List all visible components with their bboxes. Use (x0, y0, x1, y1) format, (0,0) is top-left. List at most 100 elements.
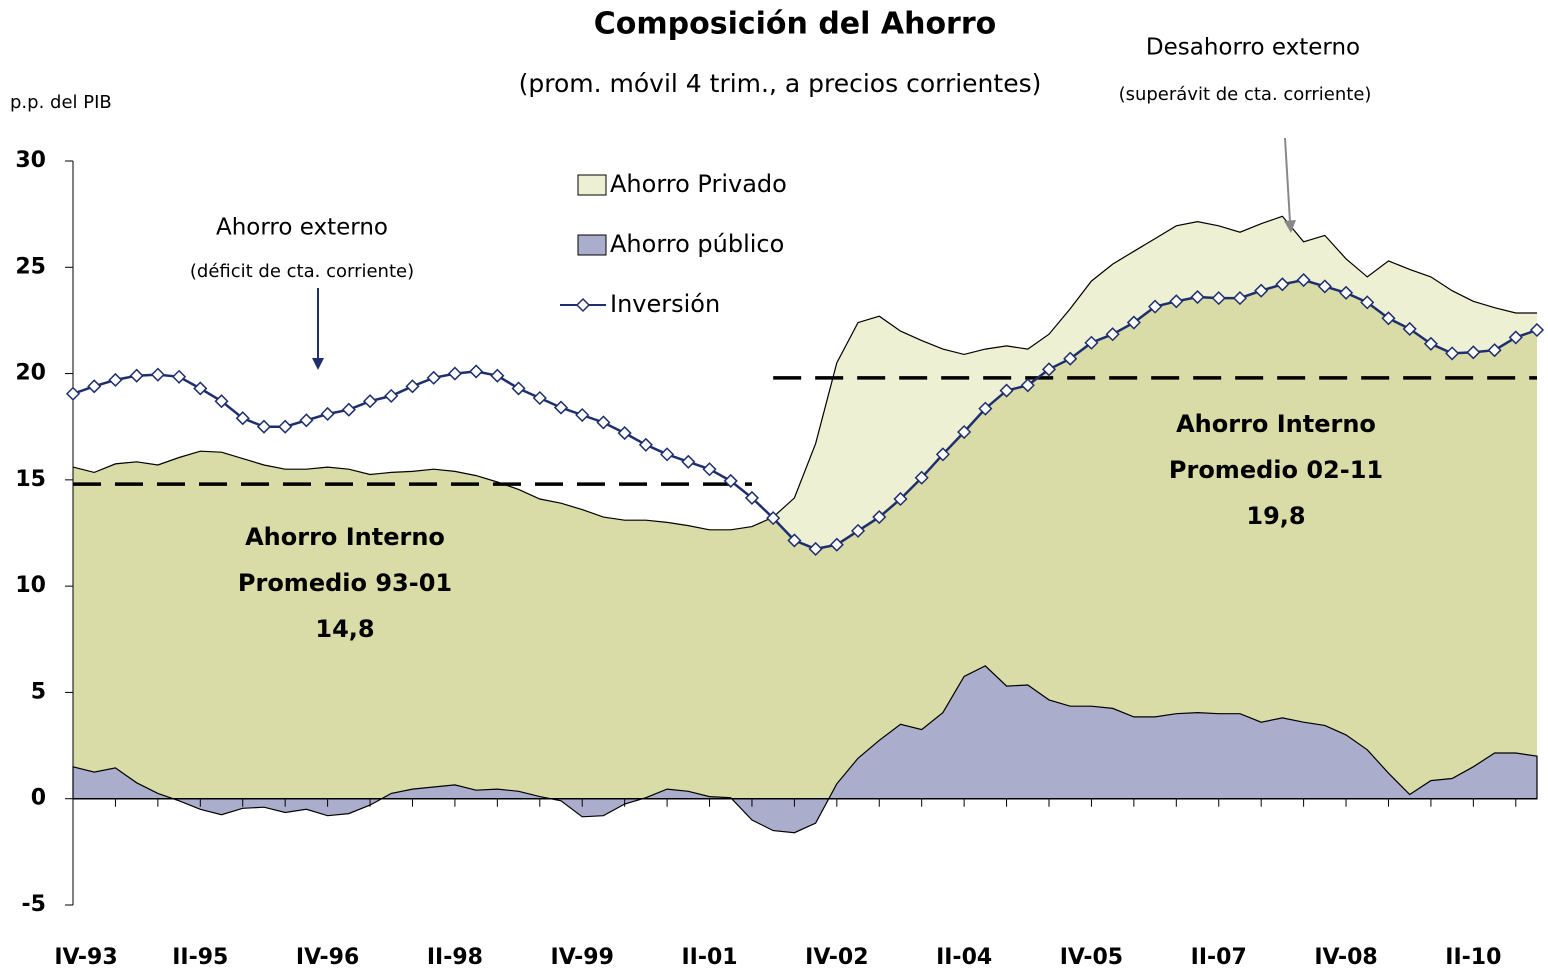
marker (129, 368, 144, 383)
annotation: Ahorro externo (216, 215, 388, 241)
x-tick-label: IV-02 (805, 945, 868, 970)
x-tick-label: IV-96 (296, 945, 359, 970)
marker (1381, 311, 1396, 326)
marker (341, 402, 356, 417)
marker (1508, 330, 1523, 345)
marker (1254, 283, 1269, 298)
marker (744, 490, 760, 505)
annotation-note: (superávit de cta. corriente) (1119, 84, 1372, 105)
annotation: Desahorro externo (1146, 35, 1360, 61)
x-tick-label: II-98 (427, 945, 483, 970)
marker (617, 426, 632, 441)
marker (893, 491, 908, 507)
reference-label: 19,8 (1246, 502, 1305, 530)
marker (87, 379, 102, 394)
marker (426, 370, 441, 385)
marker (1487, 343, 1502, 358)
marker (575, 407, 590, 423)
x-tick-label: IV-93 (54, 945, 117, 970)
marker (957, 424, 972, 440)
legend-swatch (577, 174, 607, 196)
marker (723, 473, 738, 488)
arrow-head (312, 358, 324, 370)
marker (766, 511, 781, 526)
marker (1232, 291, 1248, 306)
marker (638, 437, 653, 452)
arrow-head (1284, 220, 1296, 233)
y-tick-label: 25 (15, 254, 46, 279)
y-tick-label: 20 (15, 361, 46, 386)
y-tick-label: 0 (31, 786, 46, 811)
marker (511, 381, 526, 396)
marker (1360, 295, 1375, 310)
marker (1402, 321, 1417, 336)
legend-label: Ahorro público (610, 230, 784, 258)
marker (978, 401, 993, 416)
reference-label: 14,8 (315, 615, 374, 643)
marker (1041, 362, 1057, 377)
marker (1529, 322, 1545, 338)
marker (193, 381, 208, 396)
marker (1296, 272, 1311, 288)
marker (172, 369, 187, 384)
marker (256, 419, 272, 434)
y-tick-label: 30 (15, 148, 46, 173)
marker (553, 400, 569, 415)
y-tick-label: -5 (22, 892, 46, 917)
marker (278, 419, 293, 434)
y-tick-label: 15 (15, 467, 46, 492)
marker (829, 537, 844, 552)
marker (1105, 327, 1120, 342)
marker (1338, 285, 1354, 300)
marker (320, 406, 335, 422)
marker (532, 390, 547, 406)
annotation-note: (déficit de cta. corriente) (190, 261, 414, 282)
reference-label: Promedio 93-01 (238, 569, 452, 597)
area-public (72, 665, 1538, 834)
marker (405, 379, 420, 394)
marker (469, 364, 484, 379)
marker (850, 523, 866, 538)
marker (872, 509, 887, 525)
x-tick-label: IV-99 (551, 945, 614, 970)
marker (447, 366, 462, 381)
reference-label: Ahorro Interno (245, 523, 445, 551)
marker (1423, 336, 1438, 351)
legend-marker (575, 297, 591, 313)
y-axis-label: p.p. del PIB (10, 92, 112, 113)
marker (1126, 315, 1141, 330)
x-tick-label: IV-05 (1060, 945, 1123, 970)
marker (1317, 279, 1332, 294)
marker (214, 394, 229, 409)
marker (596, 415, 611, 430)
marker (299, 413, 314, 428)
x-tick-label: II-04 (936, 945, 992, 970)
y-tick-label: 5 (31, 679, 46, 704)
marker (65, 386, 81, 401)
marker (999, 383, 1014, 398)
marker (1445, 346, 1460, 361)
marker (660, 447, 675, 462)
marker (384, 388, 399, 403)
marker (787, 533, 802, 548)
marker (702, 462, 717, 477)
marker (1063, 351, 1078, 366)
marker (235, 411, 250, 426)
marker (150, 367, 165, 382)
reference-label: Ahorro Interno (1176, 410, 1376, 438)
marker (681, 454, 696, 469)
plot-areas (72, 215, 1538, 834)
line-investment (72, 278, 1538, 551)
x-tick-label: II-95 (172, 945, 228, 970)
x-tick-label: II-07 (1191, 945, 1247, 970)
x-tick-label: II-10 (1445, 945, 1501, 970)
marker (1148, 299, 1163, 314)
marker (1190, 289, 1205, 305)
marker (935, 447, 950, 462)
marker (1211, 291, 1226, 306)
chart-subtitle: (prom. móvil 4 trim., a precios corrient… (519, 69, 1042, 98)
legend-label: Ahorro Privado (610, 170, 787, 198)
arrow (1284, 137, 1291, 223)
